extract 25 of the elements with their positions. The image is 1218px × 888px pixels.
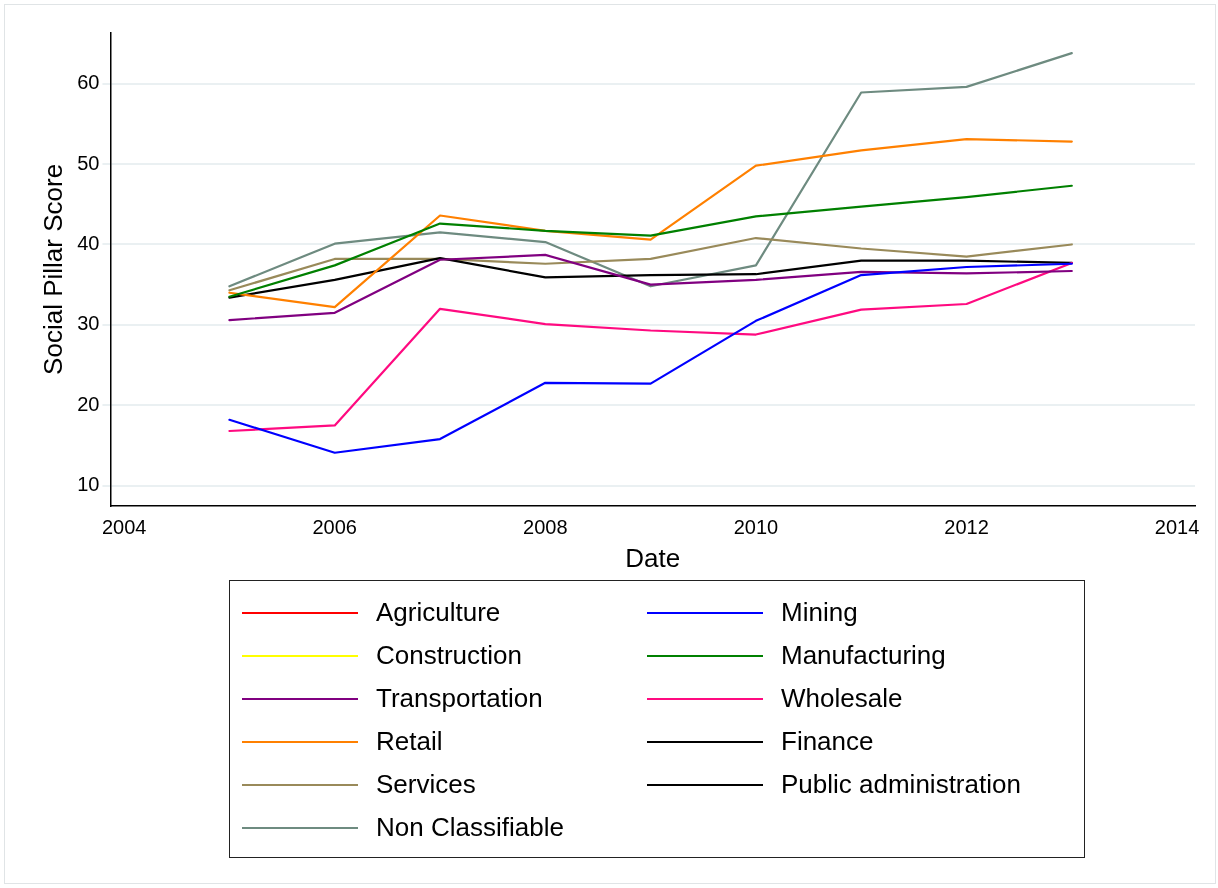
legend-label: Finance	[781, 726, 874, 757]
y-tick-label: 40	[77, 231, 100, 254]
legend-label: Transportation	[376, 683, 543, 714]
legend-label: Agriculture	[376, 597, 501, 628]
x-tick-label: 2006	[312, 516, 357, 539]
legend-label: Services	[376, 769, 476, 800]
legend-label: Non Classifiable	[376, 812, 564, 843]
x-tick-label: 2014	[1154, 516, 1200, 539]
legend-label: Manufacturing	[781, 640, 946, 671]
legend-label: Retail	[376, 726, 443, 757]
x-tick-label: 2010	[733, 516, 779, 539]
legend-label: Wholesale	[781, 683, 903, 714]
legend-label: Construction	[376, 640, 522, 671]
y-tick-label: 20	[77, 392, 100, 415]
legend-label: Mining	[781, 597, 858, 628]
x-tick-label: 2012	[944, 516, 989, 539]
x-tick-label: 2008	[523, 516, 568, 539]
y-tick-label: 10	[77, 473, 100, 496]
y-tick-label: 50	[77, 151, 100, 174]
y-tick-label: 30	[77, 312, 100, 335]
y-tick-label: 60	[77, 71, 100, 94]
x-axis-title: Date	[625, 542, 681, 573]
y-axis-title: Social Pillar Score	[37, 163, 68, 375]
legend-label: Public administration	[781, 769, 1021, 800]
x-tick-label: 2004	[101, 516, 147, 539]
